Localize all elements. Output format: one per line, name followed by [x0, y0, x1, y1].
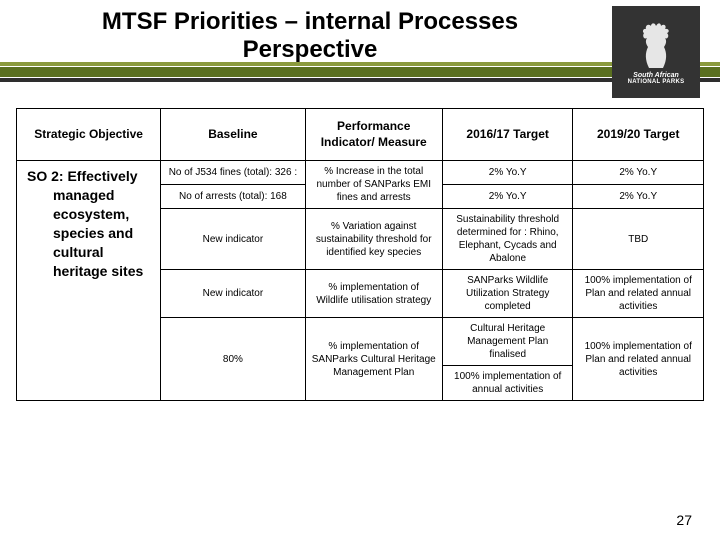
logo: South African NATIONAL PARKS [612, 6, 700, 98]
content-area: Strategic Objective Baseline Performance… [16, 108, 704, 401]
cell-baseline: New indicator [161, 270, 305, 318]
cell-t16: 2% Yo.Y [442, 185, 573, 209]
priorities-table: Strategic Objective Baseline Performance… [16, 108, 704, 401]
logo-text-2: NATIONAL PARKS [628, 79, 685, 85]
cell-t16-b: 100% implementation of annual activities [442, 366, 573, 401]
cell-objective: SO 2: Effectively managed ecosystem, spe… [17, 161, 161, 401]
objective-body: managed ecosystem, species and cultural … [27, 186, 150, 280]
cell-t16: SANParks Wildlife Utilization Strategy c… [442, 270, 573, 318]
page-number: 27 [676, 512, 692, 528]
cell-t19: 100% implementation of Plan and related … [573, 270, 704, 318]
cell-t16-a: Cultural Heritage Management Plan finali… [442, 318, 573, 366]
cell-t16: Sustainability threshold determined for … [442, 209, 573, 270]
table-header-row: Strategic Objective Baseline Performance… [17, 109, 704, 161]
cell-measure: % Increase in the total number of SANPar… [305, 161, 442, 209]
col-baseline: Baseline [161, 109, 305, 161]
cell-measure: % implementation of SANParks Cultural He… [305, 318, 442, 401]
cell-baseline: No of arrests (total): 168 [161, 185, 305, 209]
col-strategic-objective: Strategic Objective [17, 109, 161, 161]
cell-baseline: 80% [161, 318, 305, 401]
cell-baseline: No of J534 fines (total): 326 : [161, 161, 305, 185]
col-target-1617: 2016/17 Target [442, 109, 573, 161]
cell-t19: 2% Yo.Y [573, 185, 704, 209]
cell-t19: 2% Yo.Y [573, 161, 704, 185]
cell-t16: 2% Yo.Y [442, 161, 573, 185]
table-row: SO 2: Effectively managed ecosystem, spe… [17, 161, 704, 185]
col-target-1920: 2019/20 Target [573, 109, 704, 161]
cell-t19: 100% implementation of Plan and related … [573, 318, 704, 401]
cell-baseline: New indicator [161, 209, 305, 270]
objective-head: SO 2: Effectively [27, 168, 138, 184]
cell-t19: TBD [573, 209, 704, 270]
page-title: MTSF Priorities – internal Processes Per… [60, 8, 560, 63]
kudu-icon [629, 20, 683, 70]
col-measure: Performance Indicator/ Measure [305, 109, 442, 161]
cell-measure: % Variation against sustainability thres… [305, 209, 442, 270]
header: MTSF Priorities – internal Processes Per… [0, 0, 720, 82]
logo-text-1: South African [633, 72, 679, 79]
cell-measure: % implementation of Wildlife utilisation… [305, 270, 442, 318]
